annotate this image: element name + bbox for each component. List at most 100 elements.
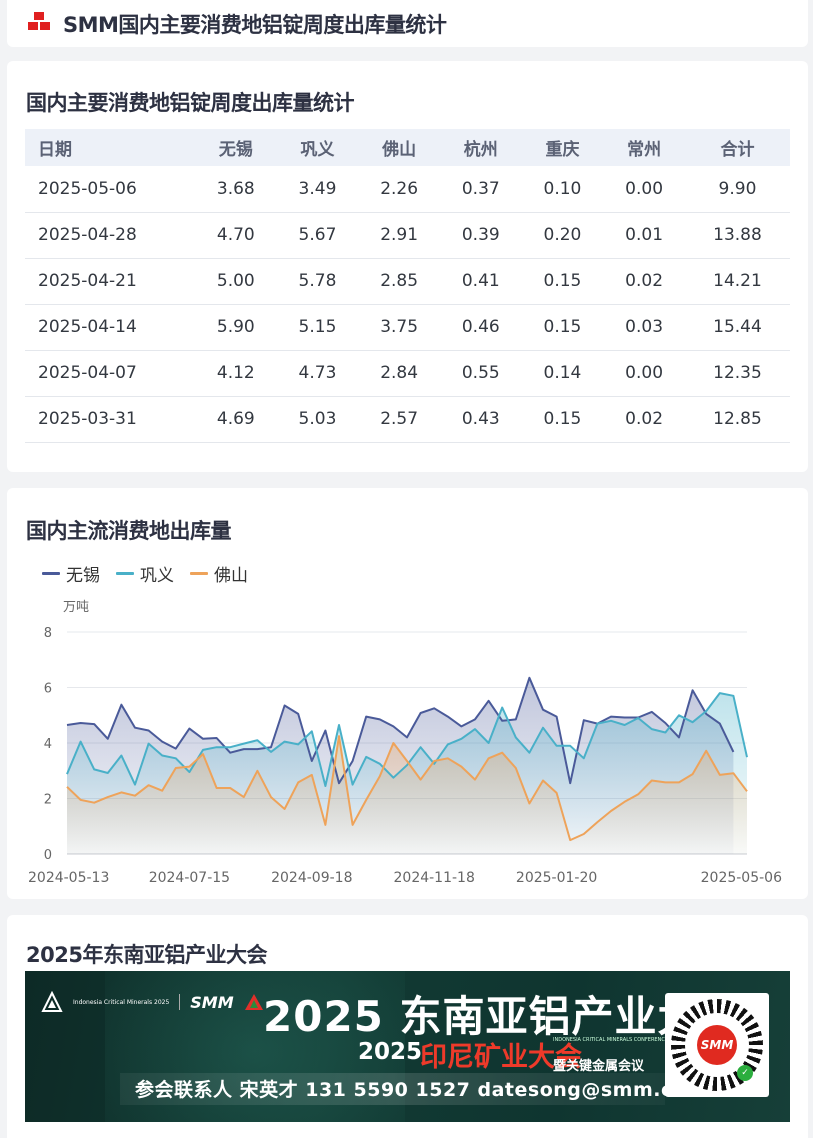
x-tick-label: 2024-11-18 — [394, 870, 475, 886]
event-banner[interactable]: Indonesia Critical Minerals 2025 SMM 202… — [25, 971, 790, 1122]
cell-value: 3.49 — [298, 178, 337, 199]
cell-value: 5.78 — [298, 271, 337, 291]
legend-swatch-foshan — [190, 572, 208, 575]
cell-total: 14.21 — [713, 271, 762, 291]
cell-value: 0.55 — [461, 363, 500, 383]
cell-value: 2.91 — [380, 225, 419, 245]
partner-logo-icon — [244, 994, 263, 1010]
legend-item-foshan[interactable]: 佛山 — [190, 561, 248, 586]
cell-value: 3.68 — [216, 178, 255, 199]
cell-value: 4.73 — [298, 363, 337, 383]
logo-divider — [179, 994, 181, 1010]
y-tick-label: 6 — [44, 682, 52, 697]
cell-value: 0.15 — [543, 409, 582, 429]
legend-label-foshan: 佛山 — [214, 566, 248, 586]
banner-sub-year: 2025 — [358, 1039, 423, 1065]
cell-value: 4.70 — [216, 225, 255, 245]
cell-value: 5.00 — [216, 271, 255, 291]
series-line-0 — [66, 676, 735, 785]
banner-logos: Indonesia Critical Minerals 2025 SMM — [41, 991, 264, 1013]
cell-value: 0.15 — [543, 317, 582, 337]
cell-value: 0.15 — [543, 271, 582, 291]
banner-sub-tag: 暨关键金属会议 — [553, 1059, 645, 1074]
series-line-1 — [66, 692, 748, 787]
cell-value: 0.43 — [461, 409, 500, 429]
event-title: 2025年东南亚铝产业大会 — [26, 943, 267, 967]
cell-value: 0.02 — [625, 271, 664, 291]
cell-value: 0.00 — [625, 363, 664, 383]
cell-value: 0.41 — [461, 271, 500, 291]
x-tick-label: 2024-09-18 — [271, 870, 352, 886]
col-header-foshan: 佛山 — [382, 140, 417, 160]
cell-value: 0.39 — [461, 225, 500, 245]
x-tick-label: 2025-01-20 — [516, 870, 597, 886]
y-tick-label: 8 — [44, 626, 52, 641]
smm-logo-icon — [28, 12, 50, 30]
chart-card: 国内主流消费地出库量 无锡 巩义 佛山 万吨 0 2 4 6 8 2024-05-13 202… — [7, 488, 808, 899]
series-line-2 — [66, 735, 748, 842]
col-header-date: 日期 — [38, 140, 72, 160]
legend-item-wuxi[interactable]: 无锡 — [42, 561, 100, 586]
cell-value: 3.75 — [380, 317, 419, 337]
cell-value: 0.03 — [625, 317, 664, 337]
cell-date: 2025-04-07 — [38, 363, 137, 383]
table-row: 2025-03-31 4.69 5.03 2.57 0.43 0.15 0.02… — [25, 396, 790, 442]
y-axis-unit-label: 万吨 — [63, 600, 89, 615]
y-tick-label: 0 — [44, 848, 52, 863]
wechat-icon: ✓ — [737, 1065, 753, 1081]
cell-total: 12.35 — [713, 363, 762, 383]
table-card: 国内主要消费地铝锭周度出库量统计 日期 无锡 巩义 佛山 杭州 重庆 常州 合计… — [7, 61, 808, 472]
y-tick-label: 2 — [44, 793, 52, 808]
icm-logo-icon — [41, 991, 63, 1012]
qr-code[interactable]: SMM ✓ — [665, 993, 769, 1097]
col-header-chongqing: 重庆 — [545, 140, 580, 160]
stock-out-table: 日期 无锡 巩义 佛山 杭州 重庆 常州 合计 2025-05-06 3.68 … — [25, 129, 790, 443]
cell-date: 2025-04-28 — [38, 225, 137, 245]
cell-value: 0.01 — [625, 225, 664, 245]
x-tick-label: 2024-07-15 — [149, 870, 230, 886]
table-header-row: 日期 无锡 巩义 佛山 杭州 重庆 常州 合计 — [25, 129, 790, 166]
cell-value: 2.26 — [380, 178, 419, 199]
table-row: 2025-04-14 5.90 5.15 3.75 0.46 0.15 0.03… — [25, 304, 790, 350]
banner-sub-en: INDONESIA CRITICAL MINERALS CONFERENCE &… — [553, 1037, 689, 1043]
cell-value: 0.10 — [543, 178, 582, 199]
cell-value: 0.20 — [543, 225, 582, 245]
icm-logo-text: Indonesia Critical Minerals 2025 — [73, 998, 170, 1006]
line-area-chart: 万吨 0 2 4 6 8 2024-05-13 2024-07-15 2024-09-18 202… — [28, 600, 782, 886]
y-tick-label: 4 — [44, 737, 52, 752]
cell-date: 2025-03-31 — [38, 409, 137, 429]
cell-total: 15.44 — [713, 317, 762, 337]
contact-strip — [120, 1073, 665, 1105]
banner-sub-name: 印尼矿业大会 — [420, 1042, 582, 1073]
legend-swatch-gongyi — [116, 572, 134, 575]
cell-value: 0.02 — [625, 409, 664, 429]
legend-label-gongyi: 巩义 — [140, 566, 174, 586]
col-header-changzhou: 常州 — [627, 140, 662, 160]
table-row: 2025-04-21 5.00 5.78 2.85 0.41 0.15 0.02… — [25, 258, 790, 304]
table-row: 2025-04-28 4.70 5.67 2.91 0.39 0.20 0.01… — [25, 212, 790, 258]
cell-value: 4.12 — [216, 363, 255, 383]
cell-value: 2.84 — [380, 363, 419, 383]
cell-value: 2.85 — [380, 271, 419, 291]
table-row: 2025-04-07 4.12 4.73 2.84 0.55 0.14 0.00… — [25, 350, 790, 396]
cell-value: 5.67 — [298, 225, 337, 245]
cell-value: 2.57 — [380, 409, 419, 429]
smm-logo-text: SMM — [190, 992, 234, 1012]
cell-value: 0.00 — [625, 178, 664, 199]
cell-date: 2025-05-06 — [38, 178, 137, 199]
cell-total: 13.88 — [713, 225, 762, 245]
chart-legend: 无锡 巩义 佛山 — [42, 561, 248, 586]
table-row: 2025-05-06 3.68 3.49 2.26 0.37 0.10 0.00… — [25, 166, 790, 212]
col-header-wuxi: 无锡 — [218, 140, 253, 160]
legend-label-wuxi: 无锡 — [66, 566, 100, 586]
table-title: 国内主要消费地铝锭周度出库量统计 — [26, 91, 355, 115]
col-header-total: 合计 — [720, 140, 755, 160]
event-card: 2025年东南亚铝产业大会 Indonesia Critical Mineral… — [7, 915, 808, 1138]
cell-value: 0.46 — [461, 317, 500, 337]
legend-item-gongyi[interactable]: 巩义 — [116, 561, 174, 586]
cell-value: 0.37 — [461, 178, 500, 199]
cell-total: 12.85 — [713, 409, 762, 429]
chart-title: 国内主流消费地出库量 — [26, 519, 232, 543]
banner-headline: 2025 东南亚铝产业大会 — [263, 992, 744, 1041]
banner-contact: 参会联系人 宋英才 131 5590 1527 datesong@smm.cn — [135, 1079, 687, 1101]
